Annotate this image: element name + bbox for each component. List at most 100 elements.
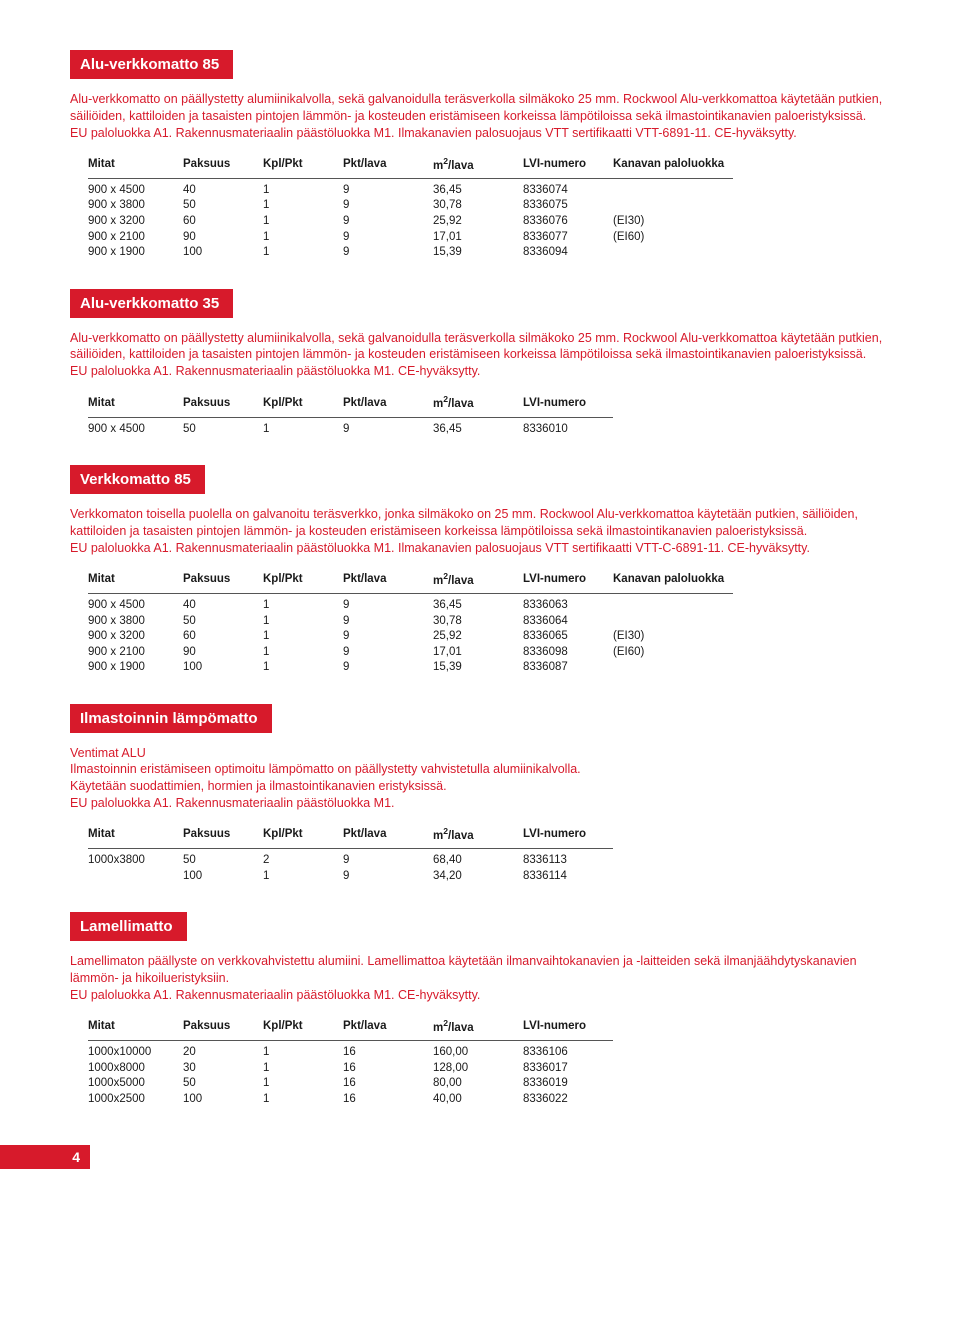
col-kplpkt: Kpl/Pkt <box>263 569 343 594</box>
cell: 9 <box>343 660 433 676</box>
cell: 1000x2500 <box>88 1092 183 1108</box>
cell: 900 x 1900 <box>88 245 183 261</box>
cell: 900 x 3800 <box>88 614 183 630</box>
cell: 1 <box>263 178 343 198</box>
cell: 1 <box>263 614 343 630</box>
col-pktlava: Pkt/lava <box>343 569 433 594</box>
table-row: 900 x 3800501930,788336064 <box>88 614 733 630</box>
col-kplpkt: Kpl/Pkt <box>263 1016 343 1041</box>
cell: 900 x 3200 <box>88 214 183 230</box>
cell: 160,00 <box>433 1041 523 1061</box>
cell: 1 <box>263 214 343 230</box>
cell: 16 <box>343 1061 433 1077</box>
cell: 50 <box>183 417 263 437</box>
cell: 60 <box>183 629 263 645</box>
cell: 30 <box>183 1061 263 1077</box>
table-row: 900 x 4500501936,458336010 <box>88 417 613 437</box>
table-row: 900 x 3200601925,928336065(EI30) <box>88 629 733 645</box>
section-header: Verkkomatto 85 <box>70 465 205 494</box>
cell: 40,00 <box>433 1092 523 1108</box>
cell: 8336077 <box>523 230 613 246</box>
cell <box>613 660 733 676</box>
table-row: 1000x1000020116160,008336106 <box>88 1041 613 1061</box>
cell: 25,92 <box>433 629 523 645</box>
cell: 9 <box>343 594 433 614</box>
table-row: 1000x50005011680,008336019 <box>88 1076 613 1092</box>
cell: 100 <box>183 869 263 885</box>
cell: 1 <box>263 417 343 437</box>
cell: 900 x 4500 <box>88 178 183 198</box>
cell: 9 <box>343 230 433 246</box>
cell: 8336114 <box>523 869 613 885</box>
cell: 34,20 <box>433 869 523 885</box>
col-m2lava: m2/lava <box>433 1016 523 1041</box>
section-header: Lamellimatto <box>70 912 187 941</box>
cell: 15,39 <box>433 245 523 261</box>
cell: 30,78 <box>433 198 523 214</box>
cell: 8336019 <box>523 1076 613 1092</box>
data-table: MitatPaksuusKpl/PktPkt/lavam2/lavaLVI-nu… <box>88 1016 613 1107</box>
col-pktlava: Pkt/lava <box>343 392 433 417</box>
table-row: 900 x 4500401936,458336063 <box>88 594 733 614</box>
section-header: Ilmastoinnin lämpömatto <box>70 704 272 733</box>
cell: 40 <box>183 178 263 198</box>
data-table: MitatPaksuusKpl/PktPkt/lavam2/lavaLVI-nu… <box>88 569 733 676</box>
cell: 900 x 1900 <box>88 660 183 676</box>
cell: 1000x8000 <box>88 1061 183 1077</box>
cell: 1 <box>263 660 343 676</box>
cell: 8336087 <box>523 660 613 676</box>
col-kplpkt: Kpl/Pkt <box>263 392 343 417</box>
cell: 1 <box>263 230 343 246</box>
col-lvi: LVI-numero <box>523 824 613 849</box>
col-kplpkt: Kpl/Pkt <box>263 154 343 179</box>
cell: 50 <box>183 1076 263 1092</box>
cell: 128,00 <box>433 1061 523 1077</box>
cell: 36,45 <box>433 417 523 437</box>
cell: 9 <box>343 645 433 661</box>
cell: 90 <box>183 645 263 661</box>
cell: 1 <box>263 1061 343 1077</box>
cell: 9 <box>343 614 433 630</box>
col-lvi: LVI-numero <box>523 1016 613 1041</box>
cell: 50 <box>183 198 263 214</box>
col-paksuus: Paksuus <box>183 154 263 179</box>
cell <box>88 869 183 885</box>
cell: 900 x 2100 <box>88 230 183 246</box>
col-kanava: Kanavan paloluokka <box>613 154 733 179</box>
cell: 16 <box>343 1041 433 1061</box>
cell: (EI60) <box>613 645 733 661</box>
cell: (EI30) <box>613 214 733 230</box>
cell: 15,39 <box>433 660 523 676</box>
cell: 17,01 <box>433 645 523 661</box>
cell <box>613 245 733 261</box>
page-number: 4 <box>0 1145 90 1169</box>
cell: 16 <box>343 1092 433 1108</box>
col-pktlava: Pkt/lava <box>343 824 433 849</box>
table-row: 900 x 3200601925,928336076(EI30) <box>88 214 733 230</box>
col-lvi: LVI-numero <box>523 569 613 594</box>
cell: 8336098 <box>523 645 613 661</box>
cell: 8336076 <box>523 214 613 230</box>
table-row: 1000x3800502968,408336113 <box>88 849 613 869</box>
cell: 8336022 <box>523 1092 613 1108</box>
cell: 20 <box>183 1041 263 1061</box>
cell: 1 <box>263 1092 343 1108</box>
col-paksuus: Paksuus <box>183 1016 263 1041</box>
cell: 100 <box>183 1092 263 1108</box>
cell <box>613 614 733 630</box>
col-kplpkt: Kpl/Pkt <box>263 824 343 849</box>
cell: 17,01 <box>433 230 523 246</box>
cell <box>613 594 733 614</box>
col-paksuus: Paksuus <box>183 824 263 849</box>
cell: 1 <box>263 869 343 885</box>
cell: 1 <box>263 645 343 661</box>
cell: 9 <box>343 629 433 645</box>
cell: 1 <box>263 1041 343 1061</box>
cell: 1 <box>263 1076 343 1092</box>
data-table: MitatPaksuusKpl/PktPkt/lavam2/lavaLVI-nu… <box>88 392 613 437</box>
cell: 16 <box>343 1076 433 1092</box>
cell: (EI30) <box>613 629 733 645</box>
col-pktlava: Pkt/lava <box>343 154 433 179</box>
cell: 40 <box>183 594 263 614</box>
col-m2lava: m2/lava <box>433 569 523 594</box>
